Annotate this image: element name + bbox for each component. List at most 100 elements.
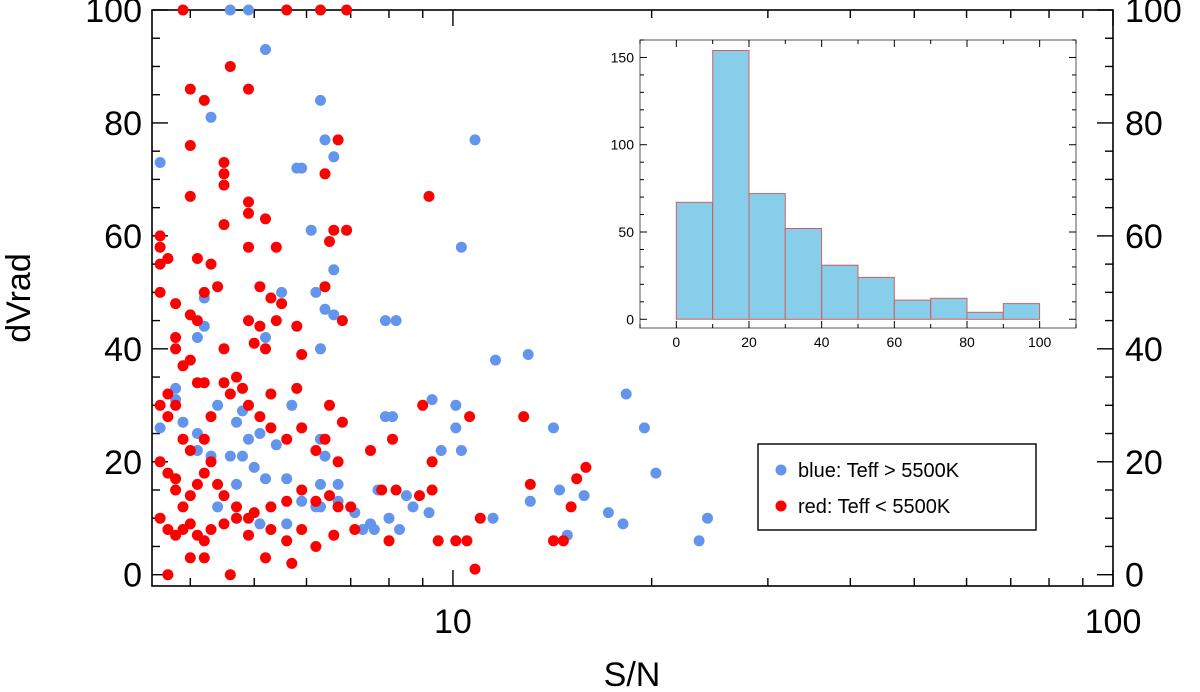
blue-point <box>490 354 501 366</box>
red-point <box>265 388 277 400</box>
red-point <box>184 140 196 151</box>
histogram-bar <box>784 228 823 320</box>
red-point <box>296 349 308 360</box>
red-point <box>328 529 340 541</box>
y-tick-label-left: 20 <box>104 444 142 482</box>
blue-point <box>383 512 395 524</box>
red-point <box>177 501 189 513</box>
y-tick-label-left: 0 <box>123 557 142 595</box>
main-x-ticks: 10 100 <box>189 10 1141 641</box>
blue-point <box>319 450 331 462</box>
y-tick-label-right: 100 <box>1125 0 1182 30</box>
red-point <box>170 332 182 343</box>
red-point <box>184 518 196 530</box>
red-point <box>184 445 196 456</box>
blue-point <box>368 524 380 535</box>
red-point <box>281 4 293 16</box>
red-point <box>191 253 203 264</box>
red-point <box>276 298 288 310</box>
red-point <box>571 473 583 485</box>
blue-point <box>248 461 260 473</box>
red-point <box>319 433 331 445</box>
x-axis-label: S/N <box>604 656 661 692</box>
blue-point <box>212 399 224 411</box>
histogram-bar <box>893 299 932 320</box>
blue-point <box>319 134 331 146</box>
red-point <box>198 286 210 298</box>
blue-point <box>407 501 419 513</box>
blue-point <box>224 450 236 462</box>
blue-point <box>450 399 462 411</box>
red-point <box>243 83 254 95</box>
red-point <box>170 473 182 485</box>
red-point <box>224 61 236 72</box>
blue-point <box>286 399 298 411</box>
y-tick-label-right: 40 <box>1125 331 1163 369</box>
red-point <box>341 4 353 16</box>
red-point <box>198 94 210 106</box>
blue-point <box>487 512 499 524</box>
red-point <box>524 478 536 490</box>
red-point <box>557 535 569 547</box>
histogram-ticks: 0 20 40 60 80 100 0 50 100 150 <box>611 39 1077 350</box>
red-point <box>376 484 388 496</box>
blue-point <box>702 512 713 524</box>
legend-marker-blue <box>775 464 787 476</box>
y-tick-label-right: 20 <box>1125 444 1163 482</box>
red-point <box>260 343 271 355</box>
red-point <box>154 230 166 242</box>
blue-point <box>315 478 326 490</box>
red-point <box>184 83 196 95</box>
red-point <box>469 563 481 575</box>
red-point <box>464 411 476 423</box>
blue-point <box>328 151 340 163</box>
hist-x-tick-label: 20 <box>741 334 757 350</box>
histogram-bar <box>712 50 750 320</box>
red-point <box>162 253 174 264</box>
red-point <box>265 501 277 513</box>
red-point <box>265 292 277 304</box>
blue-point <box>620 388 632 400</box>
red-point <box>332 456 344 468</box>
legend-marker-red <box>775 500 787 512</box>
histogram-bar <box>748 193 786 320</box>
red-point <box>332 501 344 513</box>
blue-point <box>270 439 282 451</box>
red-point <box>345 501 357 513</box>
blue-point <box>310 286 322 298</box>
blue-point <box>638 422 650 434</box>
red-point <box>426 456 438 468</box>
blue-point <box>237 450 248 462</box>
red-point <box>254 281 266 293</box>
red-point <box>218 157 230 168</box>
red-point <box>260 552 271 564</box>
red-point <box>191 315 203 327</box>
blue-point <box>394 524 405 535</box>
red-point <box>474 512 486 524</box>
blue-point <box>650 467 662 479</box>
x-tick-label: 10 <box>434 603 472 641</box>
red-point <box>218 219 230 231</box>
blue-point <box>328 264 340 276</box>
red-point <box>154 512 166 524</box>
red-point <box>205 524 217 535</box>
y-tick-label-right: 0 <box>1125 557 1144 595</box>
legend: blue: Teff > 5500K red: Teff < 5500K <box>757 443 1037 531</box>
red-point <box>205 411 217 423</box>
red-point <box>162 467 174 479</box>
blue-point <box>319 303 331 315</box>
red-point <box>296 484 308 496</box>
blue-point <box>224 4 236 16</box>
blue-point <box>617 518 629 530</box>
blue-point <box>177 416 189 428</box>
red-point <box>218 179 230 191</box>
red-point <box>243 399 254 411</box>
blue-point <box>522 349 534 360</box>
red-point <box>324 490 335 502</box>
hist-y-tick-label: 150 <box>611 49 635 65</box>
histogram-bar <box>930 297 968 320</box>
red-point <box>218 377 230 389</box>
blue-point <box>243 433 254 445</box>
blue-point <box>260 332 271 343</box>
inset-histogram: 0 20 40 60 80 100 0 50 100 150 <box>611 39 1077 350</box>
